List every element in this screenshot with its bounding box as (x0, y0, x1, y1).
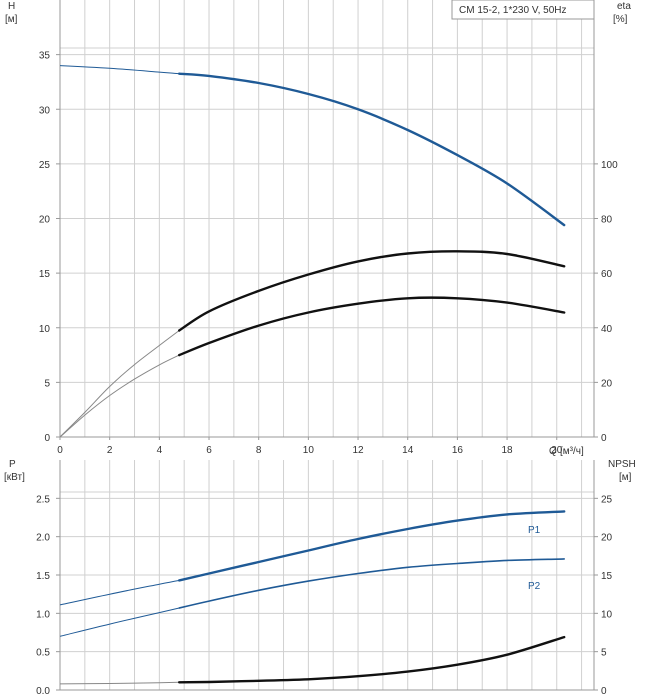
upper-y-left-tick-label: 30 (39, 105, 51, 116)
upper-y-left-tick-label: 10 (39, 324, 51, 335)
upper-curve-0-extension (59, 65, 180, 75)
upper-y-left-tick-label: 5 (44, 378, 50, 389)
x-axis-unit: [м³/ч] (560, 446, 584, 457)
upper-curve-1-line (178, 250, 566, 332)
upper-y-left-tick-label: 20 (39, 215, 51, 226)
x-axis-title: Q (549, 446, 557, 457)
upper-y-left-title: H (8, 1, 15, 12)
upper-grid (59, 0, 595, 438)
upper-y-right-tick-label: 60 (601, 269, 613, 280)
lower-y-left-tick-label: 1.5 (36, 571, 50, 582)
upper-curve-2-line (178, 296, 566, 357)
x-tick-label: 10 (303, 445, 315, 456)
upper-y-right-tick-label: 100 (601, 160, 618, 171)
upper-y-left-unit: [м] (5, 14, 18, 25)
lower-y-left-unit: [кВт] (4, 472, 25, 483)
upper-y-right-tick-label: 80 (601, 215, 613, 226)
x-tick-label: 8 (256, 445, 262, 456)
upper-panel: 0 5 10 15 20 25 30 35 0 20 40 60 80 100 0 2 4 6 8 10 12 14 16 1… (5, 0, 631, 457)
p2-extension (59, 607, 180, 637)
p2-line (178, 558, 565, 609)
lower-y-left-tick-label: 2.0 (36, 533, 50, 544)
lower-y-right-tick-label: 10 (601, 609, 613, 620)
lower-y-right-tick-label: 25 (601, 494, 613, 505)
lower-y-left-tick-label: 1.0 (36, 609, 50, 620)
upper-y-right-tick-label: 0 (601, 433, 607, 444)
lower-panel: 0.0 0.5 1.0 1.5 2.0 2.5 0 5 10 15 20 25 P [кВт] NPS… (4, 459, 636, 697)
lower-y-left-title: P (9, 459, 16, 470)
series-label-p2: P2 (528, 581, 541, 592)
upper-curves (59, 65, 566, 438)
x-tick-label: 20 (551, 445, 563, 456)
x-tick-label: 2 (107, 445, 113, 456)
x-tick-label: 4 (157, 445, 163, 456)
x-tick-label: 16 (452, 445, 464, 456)
upper-y-left-tick-label: 0 (44, 433, 50, 444)
x-tick-label: 0 (57, 445, 63, 456)
lower-y-left-tick-label: 0.0 (36, 686, 50, 697)
upper-y-left-tick-label: 15 (39, 269, 51, 280)
lower-y-right-unit: [м] (619, 472, 632, 483)
lower-y-right-title: NPSH (608, 459, 636, 470)
upper-y-right-tick-label: 40 (601, 324, 613, 335)
legend-text: CM 15-2, 1*230 V, 50Hz (459, 5, 566, 16)
x-tick-label: 18 (502, 445, 514, 456)
x-tick-label: 12 (352, 445, 364, 456)
lower-y-right-tick-label: 5 (601, 648, 607, 659)
upper-y-right-unit: [%] (613, 14, 628, 25)
x-tick-label: 6 (206, 445, 212, 456)
lower-y-left-tick-label: 2.5 (36, 494, 50, 505)
lower-curve-2-extension (59, 681, 180, 685)
upper-curve-0-line (178, 72, 566, 227)
legend-box (451, 0, 595, 20)
series-label-p1: P1 (528, 525, 541, 536)
p1-extension (59, 579, 180, 606)
lower-ticks: 0.0 0.5 1.0 1.5 2.0 2.5 0 5 10 15 20 25 (36, 494, 612, 697)
lower-y-right-tick-label: 0 (601, 686, 607, 697)
lower-y-right-tick-label: 15 (601, 571, 613, 582)
lower-curve-2-line (178, 635, 566, 684)
upper-curve-1-extension (59, 330, 180, 438)
x-tick-label: 14 (402, 445, 414, 456)
lower-y-left-tick-label: 0.5 (36, 648, 50, 659)
upper-y-left-tick-label: 25 (39, 160, 51, 171)
upper-y-right-tick-label: 20 (601, 378, 613, 389)
p1-line (178, 510, 566, 582)
lower-y-right-tick-label: 20 (601, 533, 613, 544)
lower-curves (59, 510, 566, 685)
upper-curve-2-extension (59, 354, 180, 438)
upper-y-left-tick-label: 35 (39, 51, 51, 62)
upper-ticks: 0 5 10 15 20 25 30 35 0 20 40 60 80 100 0 2 4 6 8 10 12 14 16 1… (39, 51, 618, 456)
upper-y-right-title: eta (617, 1, 631, 12)
lower-grid (59, 460, 595, 691)
